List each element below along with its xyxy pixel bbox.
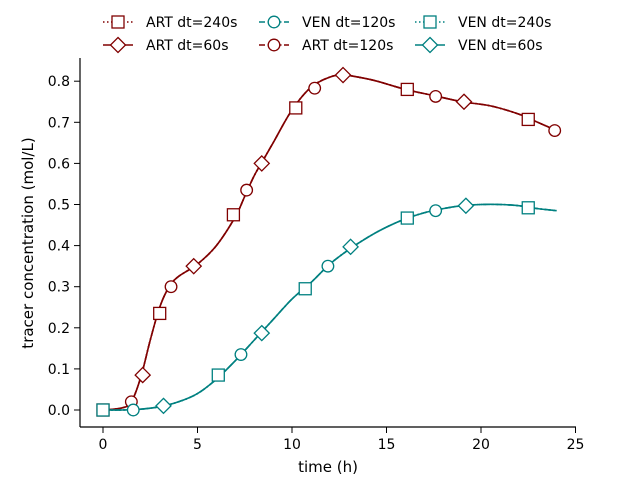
art-diamond-marker	[253, 154, 271, 172]
ven-square-marker	[400, 211, 414, 225]
y-tick-label: 0.5	[48, 198, 70, 214]
legend-label: VEN dt=120s	[302, 15, 395, 31]
series-line-ven-4	[102, 203, 557, 411]
art-diamond-marker	[334, 66, 352, 84]
ven-square-marker	[298, 282, 312, 296]
art-circle-marker	[240, 183, 254, 197]
art-diamond-marker	[134, 366, 152, 384]
art-circle-marker	[308, 81, 322, 95]
ven-circle-marker	[126, 403, 140, 417]
legend-label: VEN dt=60s	[458, 38, 543, 54]
series-line-ven-5	[102, 203, 557, 411]
y-tick-label: 0.4	[48, 239, 70, 255]
legend-label: ART dt=60s	[146, 38, 229, 54]
art-square-marker	[153, 306, 167, 321]
series-line-art-0	[102, 74, 557, 411]
series-line-art-1	[102, 74, 557, 411]
art-circle-marker	[164, 280, 178, 294]
series-line-art-2	[102, 74, 557, 411]
art-square-marker	[289, 101, 303, 115]
ven-square-marker	[211, 368, 225, 382]
ven-circle-marker	[321, 259, 335, 273]
plot-markers	[96, 66, 562, 417]
x-tick-label: 0	[99, 437, 108, 453]
legend: ART dt=240s ART dt=60s VEN dt=120s ART dt=1…	[103, 15, 551, 54]
y-tick-label: 0.3	[48, 280, 70, 296]
y-tick-label: 0.0	[48, 403, 70, 419]
y-tick-label: 0.8	[48, 74, 70, 90]
y-axis-label: tracer concentration (mol/L)	[19, 137, 37, 348]
art-diamond-marker	[455, 93, 473, 111]
legend-square-marker	[423, 15, 437, 29]
ven-square-marker	[521, 201, 535, 215]
x-tick-label: 10	[283, 437, 301, 453]
art-square-marker	[226, 208, 241, 222]
legend-label: ART dt=240s	[146, 15, 237, 31]
legend-square-marker	[111, 15, 125, 29]
ven-square-marker	[96, 403, 110, 417]
axes: 0 5 10 15 20 25 0.0 0.1 0.2 0.3 0.4 0.5 0.6 0.7 0.8 t…	[19, 58, 584, 476]
x-tick-label: 5	[193, 437, 202, 453]
y-tick-label: 0.2	[48, 321, 70, 337]
y-tick-label: 0.6	[48, 156, 70, 172]
legend-label: VEN dt=240s	[458, 15, 551, 31]
x-ticks: 0 5 10 15 20 25	[99, 427, 585, 453]
ven-diamond-marker	[342, 238, 360, 256]
legend-diamond-marker	[421, 36, 439, 54]
legend-label: ART dt=120s	[302, 38, 393, 54]
ven-diamond-marker	[155, 397, 172, 415]
art-circle-marker	[429, 89, 443, 103]
legend-circle-marker	[267, 38, 281, 52]
series-line-ven-3	[102, 203, 557, 411]
y-ticks: 0.0 0.1 0.2 0.3 0.4 0.5 0.6 0.7 0.8	[48, 74, 80, 419]
ven-diamond-marker	[457, 197, 475, 215]
art-diamond-marker	[185, 257, 203, 275]
x-axis-label: time (h)	[298, 458, 358, 476]
x-tick-label: 20	[472, 437, 490, 453]
ven-circle-marker	[429, 204, 443, 218]
art-square-marker	[400, 82, 414, 97]
legend-diamond-marker	[109, 36, 127, 54]
y-tick-label: 0.7	[48, 115, 70, 131]
ven-diamond-marker	[253, 324, 271, 342]
art-square-marker	[521, 112, 535, 127]
art-circle-marker	[548, 124, 562, 137]
ven-circle-marker	[234, 348, 248, 361]
x-tick-label: 15	[378, 437, 396, 453]
x-tick-label: 25	[567, 437, 585, 453]
y-tick-label: 0.1	[48, 362, 70, 378]
legend-circle-marker	[267, 15, 281, 29]
plot-lines	[102, 74, 557, 411]
